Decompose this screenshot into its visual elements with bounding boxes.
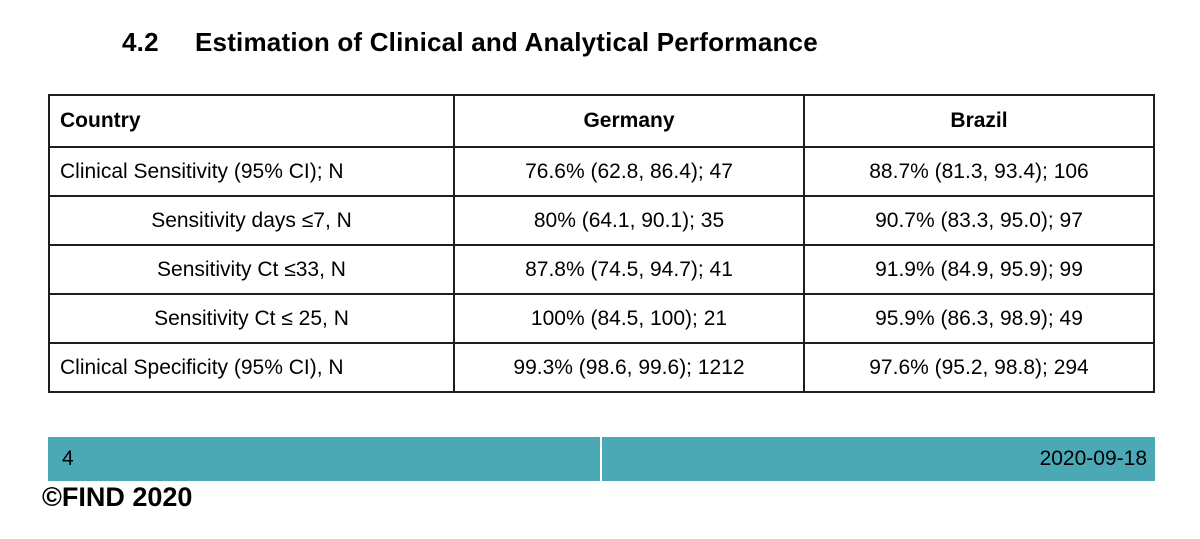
footer-bar-left: 4 <box>48 437 600 481</box>
table-row: Clinical Specificity (95% CI), N 99.3% (… <box>48 342 1155 393</box>
table-header-row: Country Germany Brazil <box>48 94 1155 148</box>
table-row: Sensitivity days ≤7, N 80% (64.1, 90.1);… <box>48 195 1155 246</box>
table-row: Sensitivity Ct ≤ 25, N 100% (84.5, 100);… <box>48 293 1155 344</box>
germany-value: 80% (64.1, 90.1); 35 <box>453 195 805 246</box>
row-label: Sensitivity Ct ≤33, N <box>48 244 455 295</box>
brazil-value: 88.7% (81.3, 93.4); 106 <box>803 146 1155 197</box>
footer-date: 2020-09-18 <box>1039 447 1147 470</box>
footer-bar-right: 2020-09-18 <box>602 437 1155 481</box>
germany-value: 100% (84.5, 100); 21 <box>453 293 805 344</box>
table-row: Sensitivity Ct ≤33, N 87.8% (74.5, 94.7)… <box>48 244 1155 295</box>
row-label: Clinical Specificity (95% CI), N <box>48 342 455 393</box>
section-title: Estimation of Clinical and Analytical Pe… <box>195 27 818 57</box>
section-number: 4.2 <box>122 27 159 57</box>
germany-value: 99.3% (98.6, 99.6); 1212 <box>453 342 805 393</box>
brazil-value: 91.9% (84.9, 95.9); 99 <box>803 244 1155 295</box>
performance-table: Country Germany Brazil Clinical Sensitiv… <box>48 94 1155 393</box>
germany-value: 87.8% (74.5, 94.7); 41 <box>453 244 805 295</box>
brazil-value: 97.6% (95.2, 98.8); 294 <box>803 342 1155 393</box>
row-label: Sensitivity days ≤7, N <box>48 195 455 246</box>
copyright-notice: ©FIND 2020 <box>42 482 193 512</box>
row-label: Sensitivity Ct ≤ 25, N <box>48 293 455 344</box>
section-heading: 4.2 Estimation of Clinical and Analytica… <box>122 27 818 58</box>
brazil-value: 95.9% (86.3, 98.9); 49 <box>803 293 1155 344</box>
page-number: 4 <box>62 447 74 470</box>
germany-value: 76.6% (62.8, 86.4); 47 <box>453 146 805 197</box>
table-row: Clinical Sensitivity (95% CI); N 76.6% (… <box>48 146 1155 197</box>
header-germany: Germany <box>453 94 805 148</box>
row-label: Clinical Sensitivity (95% CI); N <box>48 146 455 197</box>
header-country: Country <box>48 94 455 148</box>
header-brazil: Brazil <box>803 94 1155 148</box>
brazil-value: 90.7% (83.3, 95.0); 97 <box>803 195 1155 246</box>
